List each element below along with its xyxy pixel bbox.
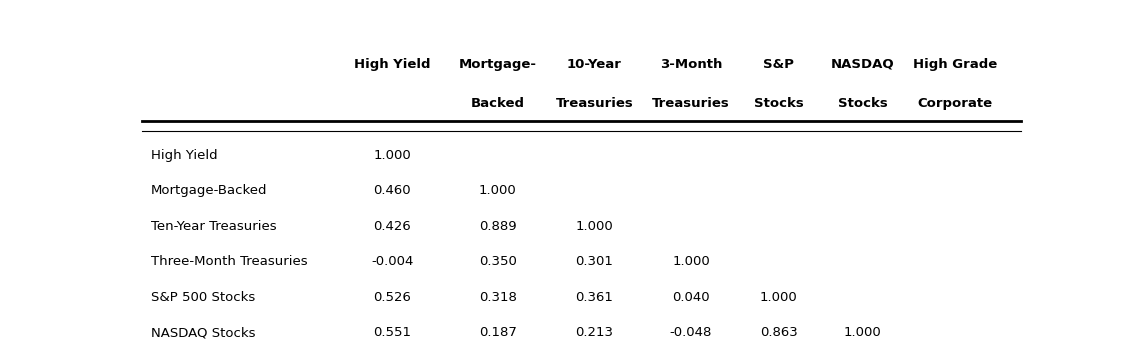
Text: 0.426: 0.426: [373, 220, 412, 233]
Text: High Yield: High Yield: [151, 149, 218, 162]
Text: 0.863: 0.863: [760, 327, 798, 339]
Text: Mortgage-Backed: Mortgage-Backed: [151, 184, 266, 197]
Text: -0.048: -0.048: [670, 327, 712, 339]
Text: 0.213: 0.213: [575, 327, 613, 339]
Text: Treasuries: Treasuries: [652, 97, 730, 110]
Text: 0.187: 0.187: [479, 327, 517, 339]
Text: S&P 500 Stocks: S&P 500 Stocks: [151, 291, 255, 304]
Text: 0.460: 0.460: [373, 184, 411, 197]
Text: High Yield: High Yield: [354, 58, 431, 71]
Text: 0.526: 0.526: [373, 291, 412, 304]
Text: 3-Month: 3-Month: [660, 58, 722, 71]
Text: -0.004: -0.004: [371, 255, 414, 269]
Text: 0.040: 0.040: [672, 291, 710, 304]
Text: 1.000: 1.000: [373, 149, 412, 162]
Text: Treasuries: Treasuries: [556, 97, 633, 110]
Text: 1.000: 1.000: [672, 255, 710, 269]
Text: NASDAQ: NASDAQ: [830, 58, 895, 71]
Text: Backed: Backed: [471, 97, 525, 110]
Text: 10-Year: 10-Year: [567, 58, 621, 71]
Text: 0.350: 0.350: [479, 255, 517, 269]
Text: High Grade: High Grade: [913, 58, 997, 71]
Text: 1.000: 1.000: [575, 220, 613, 233]
Text: 0.318: 0.318: [479, 291, 517, 304]
Text: 1.000: 1.000: [479, 184, 517, 197]
Text: 0.361: 0.361: [575, 291, 613, 304]
Text: 0.301: 0.301: [575, 255, 613, 269]
Text: Ten-Year Treasuries: Ten-Year Treasuries: [151, 220, 277, 233]
Text: 1.000: 1.000: [844, 327, 881, 339]
Text: 0.551: 0.551: [373, 327, 412, 339]
Text: S&P: S&P: [763, 58, 794, 71]
Text: 1.000: 1.000: [760, 291, 798, 304]
Text: Stocks: Stocks: [838, 97, 887, 110]
Text: 0.889: 0.889: [479, 220, 516, 233]
Text: Corporate: Corporate: [917, 97, 992, 110]
Text: Three-Month Treasuries: Three-Month Treasuries: [151, 255, 307, 269]
Text: Stocks: Stocks: [754, 97, 804, 110]
Text: NASDAQ Stocks: NASDAQ Stocks: [151, 327, 255, 339]
Text: Mortgage-: Mortgage-: [458, 58, 536, 71]
